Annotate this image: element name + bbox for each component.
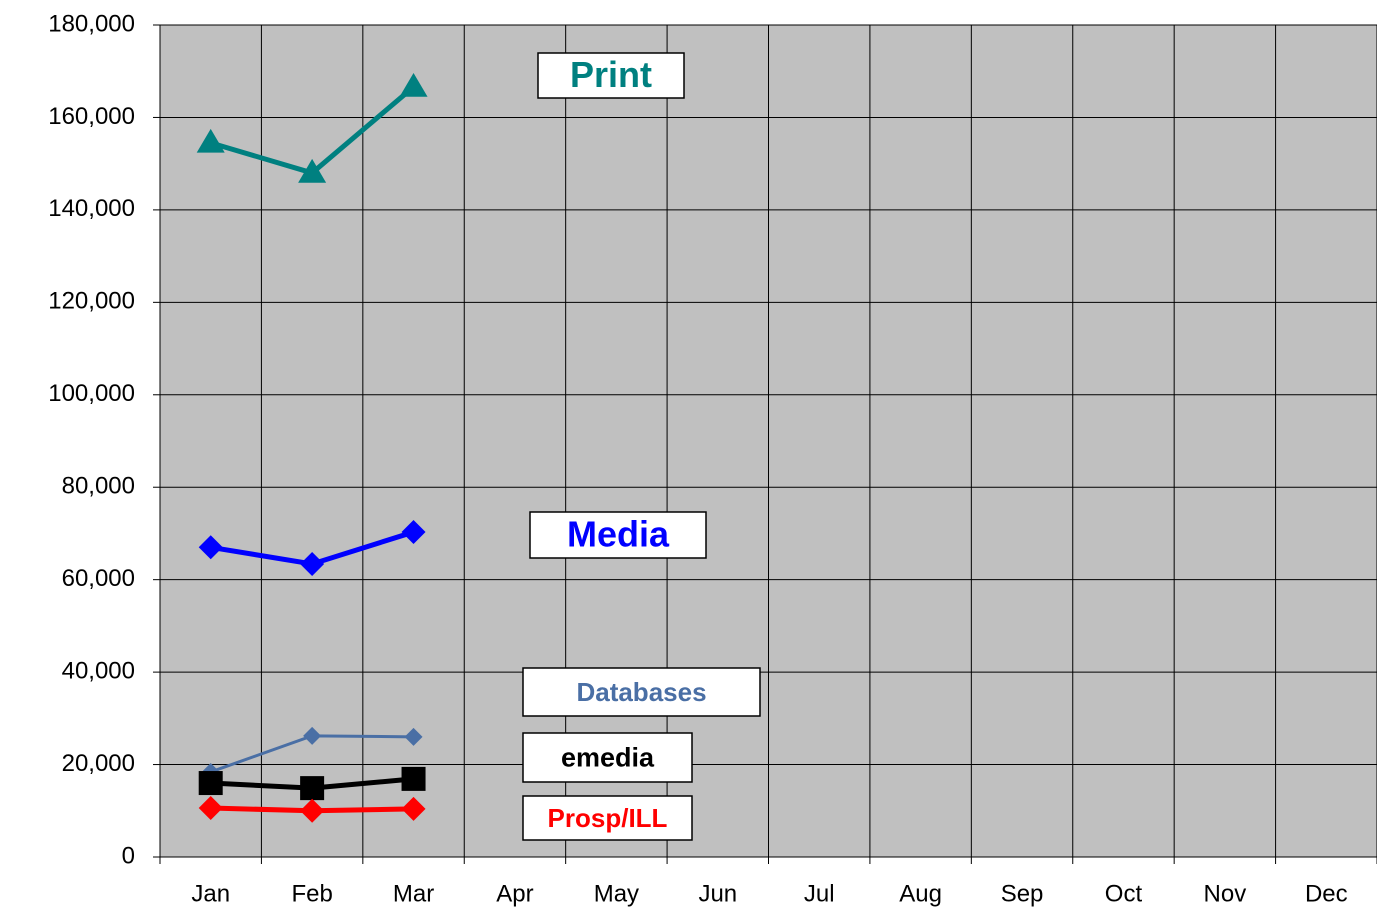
series-label: Prosp/ILL xyxy=(548,803,668,833)
y-tick-label: 60,000 xyxy=(62,565,135,592)
y-tick-label: 40,000 xyxy=(62,657,135,684)
y-tick-label: 20,000 xyxy=(62,750,135,777)
y-tick-label: 180,000 xyxy=(48,10,135,37)
y-tick-label: 120,000 xyxy=(48,288,135,315)
y-tick-label: 80,000 xyxy=(62,473,135,500)
x-tick-label: Aug xyxy=(899,880,942,907)
marker xyxy=(196,128,225,153)
marker xyxy=(300,551,325,576)
series-label: Print xyxy=(570,54,652,95)
marker xyxy=(298,158,327,183)
series-label-box xyxy=(529,511,707,559)
marker xyxy=(404,727,423,746)
x-tick-label: Nov xyxy=(1204,880,1247,907)
marker xyxy=(300,776,325,801)
y-tick-label: 160,000 xyxy=(48,103,135,130)
series-label-box xyxy=(537,52,685,99)
x-tick-label: Jan xyxy=(191,880,230,907)
series-label-box xyxy=(522,732,693,783)
series-label-box xyxy=(522,667,761,717)
x-tick-label: Jul xyxy=(804,880,835,907)
marker xyxy=(303,726,322,745)
x-tick-label: Dec xyxy=(1305,880,1348,907)
x-tick-label: Oct xyxy=(1105,880,1143,907)
marker xyxy=(401,766,426,791)
series-label-box xyxy=(522,795,693,841)
marker xyxy=(401,796,426,821)
x-tick-label: Mar xyxy=(393,880,434,907)
x-tick-label: Apr xyxy=(496,880,533,907)
series-label: emedia xyxy=(561,743,655,773)
marker xyxy=(401,520,426,545)
marker xyxy=(399,72,428,97)
x-tick-label: Jun xyxy=(698,880,737,907)
y-tick-label: 100,000 xyxy=(48,380,135,407)
series-label: Databases xyxy=(576,677,706,707)
marker xyxy=(198,535,223,560)
y-tick-label: 140,000 xyxy=(48,195,135,222)
y-tick-label: 0 xyxy=(122,842,135,869)
series-label: Media xyxy=(567,514,670,555)
marker xyxy=(198,771,223,796)
x-tick-label: Feb xyxy=(291,880,332,907)
marker xyxy=(300,798,325,823)
x-tick-label: Sep xyxy=(1001,880,1044,907)
x-tick-label: May xyxy=(594,880,639,907)
marker xyxy=(198,796,223,821)
